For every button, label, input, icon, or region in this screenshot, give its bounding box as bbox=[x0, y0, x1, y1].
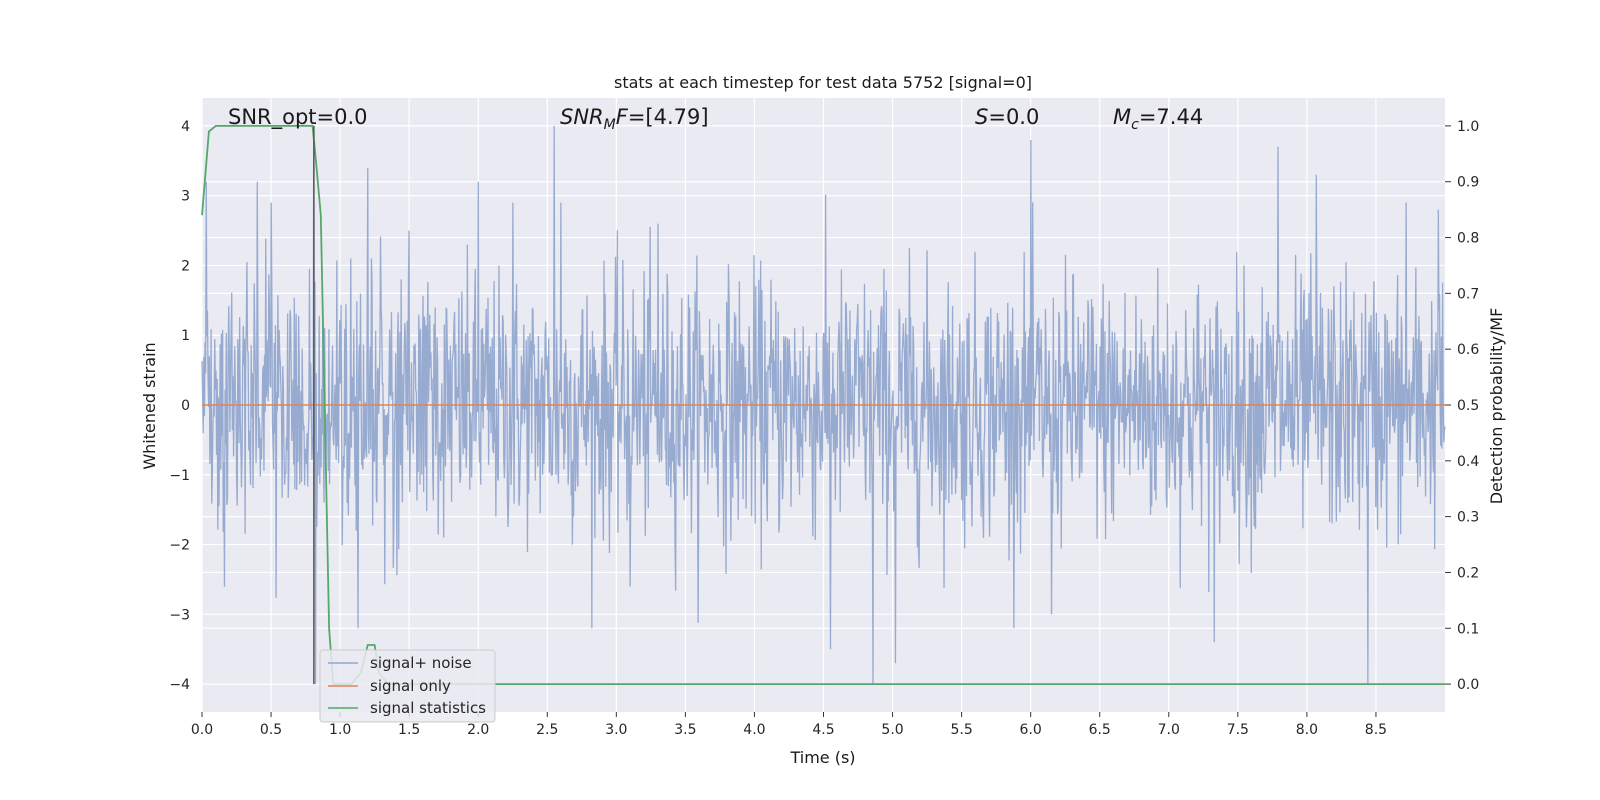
y-right-tick-label: 0.8 bbox=[1457, 231, 1479, 247]
annotation-s: S=0.0 bbox=[975, 105, 1039, 129]
y-right-tick-label: 0.4 bbox=[1457, 454, 1479, 470]
chart-title: stats at each timestep for test data 575… bbox=[614, 73, 1032, 92]
x-tick-label: 5.5 bbox=[950, 722, 972, 738]
x-tick-label: 6.5 bbox=[1089, 722, 1111, 738]
y-right-tick-label: 0.0 bbox=[1457, 677, 1479, 693]
x-tick-label: 2.0 bbox=[467, 722, 489, 738]
x-tick-label: 7.0 bbox=[1158, 722, 1180, 738]
y-axis-label: Whitened strain bbox=[140, 342, 159, 469]
x-axis-label: Time (s) bbox=[789, 748, 855, 767]
y-tick-label: 4 bbox=[181, 119, 190, 135]
x-tick-label: 1.5 bbox=[398, 722, 420, 738]
y-axis-right-ticks: 0.0 0.1 0.2 0.3 0.4 0.5 0.6 0.7 0.8 0.9 1.0 bbox=[1445, 119, 1479, 693]
legend: signal+ noise signal only signal statist… bbox=[319, 649, 496, 723]
legend-label-signal-statistics: signal statistics bbox=[370, 699, 486, 717]
x-tick-label: 8.5 bbox=[1365, 722, 1387, 738]
legend-label-signal-only: signal only bbox=[370, 677, 451, 695]
x-tick-label: 0.0 bbox=[191, 722, 213, 738]
x-tick-label: 8.0 bbox=[1296, 722, 1318, 738]
annotation-snr-mf: SNRMF=[4.79] bbox=[560, 105, 709, 133]
y-tick-label: −1 bbox=[169, 468, 190, 484]
series-signal-noise-line bbox=[201, 125, 1446, 685]
y-tick-label: −2 bbox=[169, 538, 190, 554]
y-tick-label: 2 bbox=[181, 258, 190, 274]
y-tick-label: −3 bbox=[169, 607, 190, 623]
y-axis-ticks: −4 −3 −2 −1 0 1 2 3 4 bbox=[169, 119, 190, 693]
y-right-tick-label: 1.0 bbox=[1457, 119, 1479, 135]
x-tick-label: 4.0 bbox=[743, 722, 765, 738]
y-tick-label: 3 bbox=[181, 189, 190, 205]
series-signal-noise bbox=[201, 125, 1446, 685]
y-right-tick-label: 0.2 bbox=[1457, 565, 1479, 581]
x-tick-label: 1.0 bbox=[329, 722, 351, 738]
y-tick-label: 1 bbox=[181, 328, 190, 344]
x-tick-label: 5.0 bbox=[881, 722, 903, 738]
annotation-snr-opt: SNR_opt=0.0 bbox=[228, 105, 368, 130]
y-right-tick-label: 0.3 bbox=[1457, 510, 1479, 526]
legend-label-signal-noise: signal+ noise bbox=[370, 654, 472, 672]
x-tick-label: 2.5 bbox=[536, 722, 558, 738]
annotation-mc: Mc=7.44 bbox=[1113, 105, 1203, 133]
y-right-tick-label: 0.6 bbox=[1457, 342, 1479, 358]
y-tick-label: 0 bbox=[181, 398, 190, 414]
x-axis-ticks: 0.0 0.5 1.0 1.5 2.0 2.5 3.0 3.5 4.0 4.5 5.0 5.5 6.0 6… bbox=[191, 712, 1387, 738]
y-tick-label: −4 bbox=[169, 677, 190, 693]
legend-box bbox=[319, 649, 496, 723]
y-right-tick-label: 0.9 bbox=[1457, 175, 1479, 191]
y-right-tick-label: 0.1 bbox=[1457, 621, 1479, 637]
x-tick-label: 7.5 bbox=[1227, 722, 1249, 738]
x-tick-label: 6.0 bbox=[1020, 722, 1042, 738]
y-axis-right-label: Detection probability/MF bbox=[1487, 308, 1506, 505]
x-tick-label: 3.0 bbox=[605, 722, 627, 738]
x-tick-label: 0.5 bbox=[260, 722, 282, 738]
y-right-tick-label: 0.7 bbox=[1457, 286, 1479, 302]
y-right-tick-label: 0.5 bbox=[1457, 398, 1479, 414]
x-tick-label: 3.5 bbox=[674, 722, 696, 738]
x-tick-label: 4.5 bbox=[812, 722, 834, 738]
